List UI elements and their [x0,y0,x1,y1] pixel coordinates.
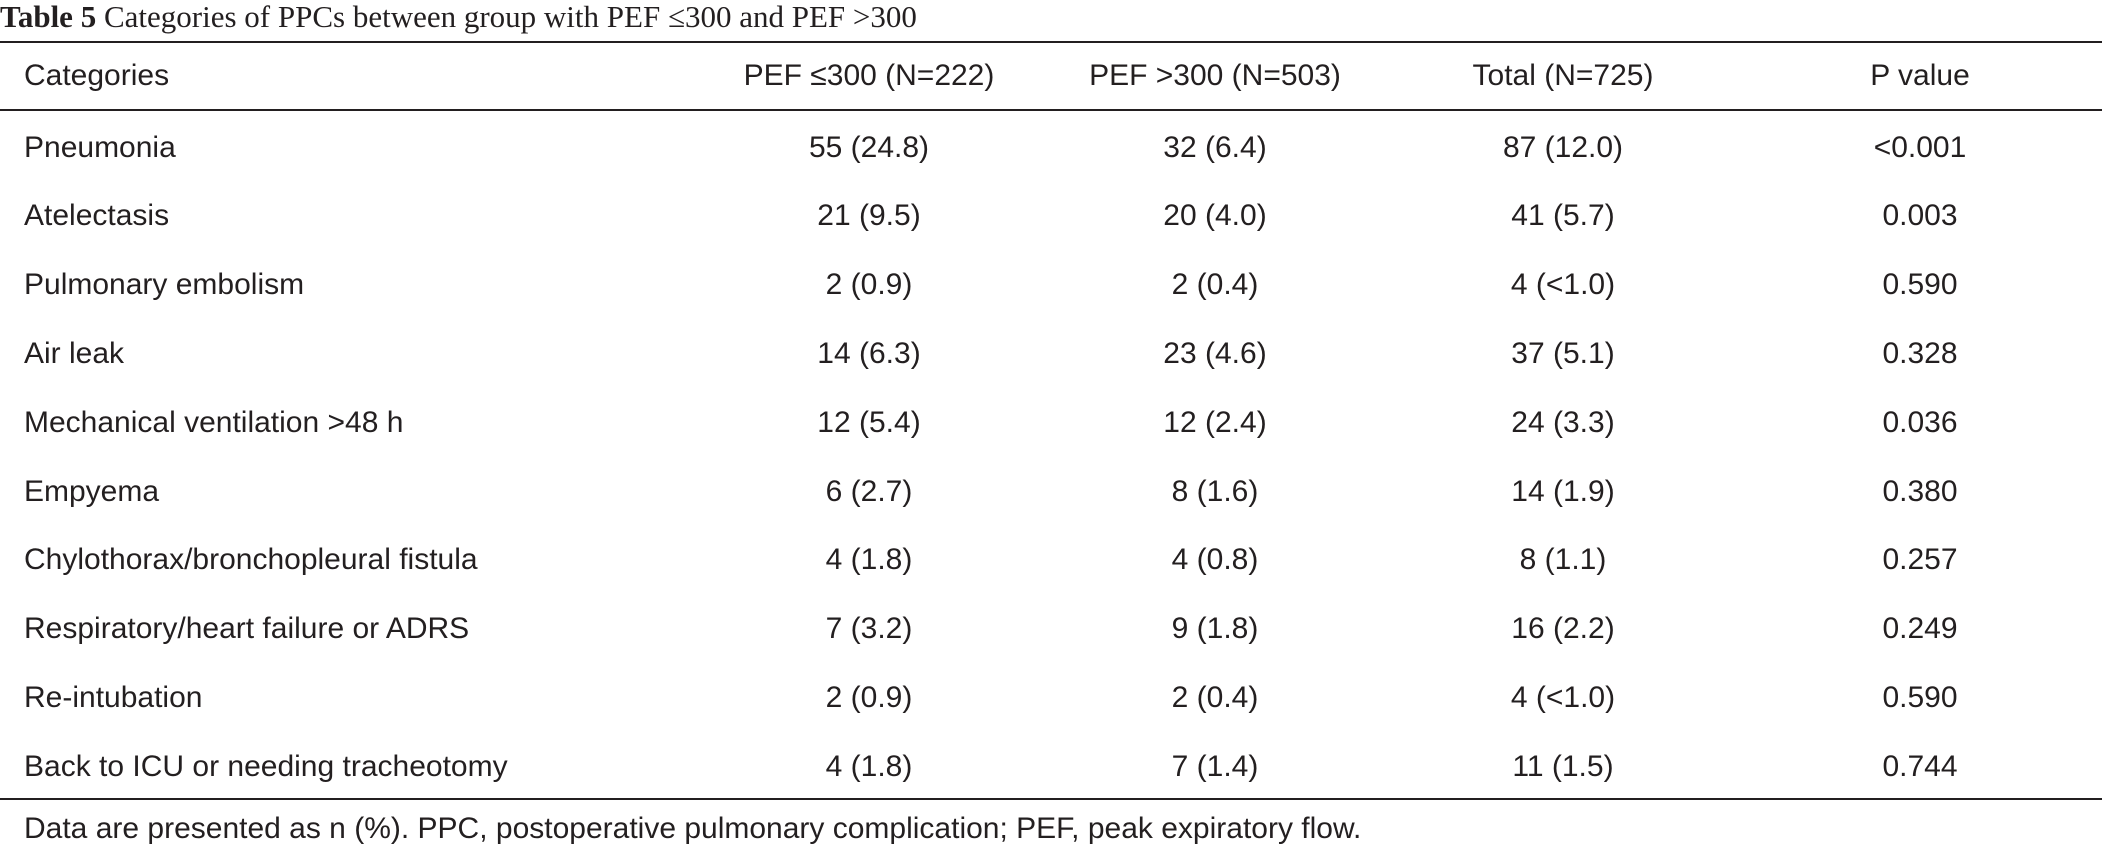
cell-pef-gt-300: 20 (4.0) [1163,199,1267,233]
cell-category: Air leak [24,336,125,370]
table-caption-label: Table 5 [0,0,97,34]
cell-category: Mechanical ventilation >48 h [24,405,404,439]
cell-total: 8 (1.1) [1519,543,1607,577]
table-top-rule [0,41,2102,43]
cell-p-value: 0.003 [1882,199,1958,233]
cell-pef-gt-300: 4 (0.8) [1171,543,1259,577]
column-header-p-value: P value [1870,59,1970,92]
cell-category: Atelectasis [24,199,170,233]
cell-total: 4 (<1.0) [1510,680,1616,714]
cell-pef-gt-300: 12 (2.4) [1163,405,1267,439]
cell-pef-le-300: 6 (2.7) [825,474,913,508]
cell-category: Pulmonary embolism [24,268,305,302]
table-row: Air leak 14 (6.3) 23 (4.6) 37 (5.1) 0.328 [0,320,2102,389]
column-header-total: Total (N=725) [1472,59,1654,92]
table-row: Pneumonia 55 (24.8) 32 (6.4) 87 (12.0) <0.00… [0,109,2102,182]
column-header-pef-gt-300: PEF >300 (N=503) [1089,59,1341,92]
table-row: Atelectasis 21 (9.5) 20 (4.0) 41 (5.7) 0.003 [0,182,2102,251]
cell-total: 41 (5.7) [1511,199,1615,233]
cell-pef-le-300: 12 (5.4) [817,405,921,439]
cell-pef-gt-300: 2 (0.4) [1171,268,1259,302]
cell-pef-le-300: 2 (0.9) [825,268,913,302]
cell-pef-le-300: 4 (1.8) [825,749,913,783]
table-header-row: Categories PEF ≤300 (N=222) PEF >300 (N=… [0,43,2102,109]
table-header-rule [0,109,2102,111]
cell-total: 87 (12.0) [1502,130,1624,164]
cell-p-value: 0.744 [1882,749,1958,783]
table-caption: Table 5 Categories of PPCs between group… [0,0,917,40]
cell-pef-gt-300: 9 (1.8) [1171,612,1259,646]
cell-total: 11 (1.5) [1512,749,1614,783]
ppc-categories-table: Categories PEF ≤300 (N=222) PEF >300 (N=… [0,43,2102,801]
table-footnote: Data are presented as n (%). PPC, postop… [24,812,1362,845]
cell-category: Respiratory/heart failure or ADRS [24,612,470,646]
cell-total: 24 (3.3) [1511,405,1615,439]
cell-pef-le-300: 21 (9.5) [817,199,921,233]
cell-pef-gt-300: 7 (1.4) [1171,749,1259,783]
table-row: Chylothorax/bronchopleural fistula 4 (1.8… [0,526,2102,595]
cell-pef-gt-300: 32 (6.4) [1163,130,1267,164]
cell-category: Re-intubation [24,680,203,714]
cell-category: Chylothorax/bronchopleural fistula [24,543,478,577]
table-row: Back to ICU or needing tracheotomy 4 (1.8… [0,732,2102,801]
cell-p-value: 0.249 [1882,612,1958,646]
cell-category: Back to ICU or needing tracheotomy [24,749,508,783]
cell-pef-le-300: 7 (3.2) [825,612,913,646]
table-row: Pulmonary embolism 2 (0.9) 2 (0.4) 4 (<1.0)… [0,251,2102,320]
cell-total: 37 (5.1) [1511,336,1615,370]
cell-p-value: 0.380 [1882,474,1958,508]
cell-pef-gt-300: 23 (4.6) [1163,336,1267,370]
cell-pef-le-300: 14 (6.3) [817,336,921,370]
cell-total: 16 (2.2) [1511,612,1615,646]
table-row: Empyema 6 (2.7) 8 (1.6) 14 (1.9) 0.380 [0,457,2102,526]
cell-total: 4 (<1.0) [1510,268,1616,302]
cell-category: Empyema [24,474,160,508]
cell-pef-le-300: 55 (24.8) [808,130,930,164]
table-caption-text: Categories of PPCs between group with PE… [103,0,917,34]
cell-category: Pneumonia [24,130,176,164]
cell-pef-le-300: 2 (0.9) [825,680,913,714]
cell-total: 14 (1.9) [1511,474,1615,508]
cell-pef-gt-300: 2 (0.4) [1171,680,1259,714]
table-row: Respiratory/heart failure or ADRS 7 (3.2)… [0,595,2102,664]
cell-pef-le-300: 4 (1.8) [825,543,913,577]
column-header-categories: Categories [24,59,170,92]
cell-p-value: 0.036 [1882,405,1958,439]
table-bottom-rule [0,798,2102,800]
cell-p-value: 0.328 [1882,336,1958,370]
cell-p-value: <0.001 [1873,130,1967,164]
column-header-pef-le-300: PEF ≤300 (N=222) [743,59,995,92]
cell-p-value: 0.257 [1882,543,1958,577]
table-row: Mechanical ventilation >48 h 12 (5.4) 12 (… [0,388,2102,457]
cell-p-value: 0.590 [1882,680,1958,714]
table-row: Re-intubation 2 (0.9) 2 (0.4) 4 (<1.0) 0.590 [0,664,2102,733]
cell-p-value: 0.590 [1882,268,1958,302]
cell-pef-gt-300: 8 (1.6) [1171,474,1259,508]
